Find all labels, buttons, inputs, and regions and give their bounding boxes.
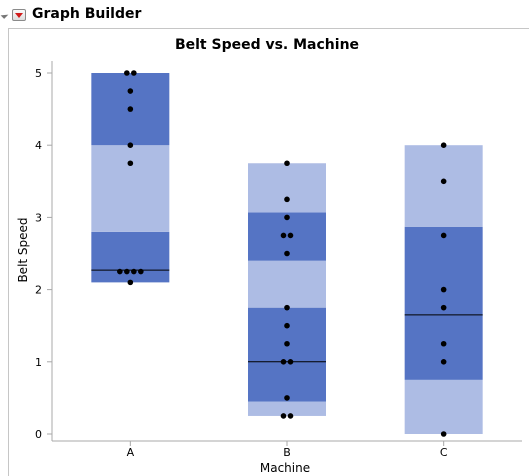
data-point (440, 359, 447, 365)
data-point (287, 232, 294, 239)
y-tick-label: 2 (35, 284, 42, 297)
data-point (284, 196, 290, 203)
red-triangle-menu-icon[interactable] (12, 9, 26, 21)
data-point (284, 395, 290, 401)
y-tick-label: 0 (35, 428, 42, 441)
data-point (287, 413, 294, 419)
box-band-dark (248, 307, 326, 402)
data-point (440, 286, 447, 293)
x-axis-label: Machine (260, 461, 310, 475)
data-point (124, 70, 130, 76)
y-axis-label: Belt Speed (16, 217, 30, 282)
graph-builder-title: Graph Builder (32, 6, 142, 22)
data-point (280, 232, 287, 239)
box-band-light (248, 260, 326, 308)
data-point (440, 178, 447, 185)
data-point (284, 250, 290, 257)
data-point (127, 279, 134, 286)
data-point (127, 160, 134, 167)
box-band-light (91, 145, 170, 232)
data-point (127, 88, 134, 94)
box-band-light (248, 163, 326, 213)
data-point (117, 268, 123, 275)
data-point (284, 304, 290, 311)
data-point (127, 106, 134, 112)
box-band-light (248, 401, 326, 416)
data-point (280, 359, 287, 365)
box-band-dark (91, 231, 170, 283)
y-tick-label: 5 (35, 67, 42, 80)
data-point (280, 413, 287, 419)
data-point (440, 142, 447, 148)
data-point (287, 359, 294, 365)
data-point (284, 160, 290, 167)
x-tick-label: C (440, 446, 448, 459)
data-point (131, 268, 137, 275)
data-point (284, 322, 290, 329)
x-tick-label: B (283, 446, 291, 459)
box-band-dark (404, 226, 483, 380)
data-point (440, 304, 447, 311)
y-tick-label: 3 (35, 211, 42, 224)
data-point (440, 340, 447, 347)
plot-area: 0 1 2 3 4 5 A B C (35, 61, 522, 459)
data-point (440, 232, 447, 239)
data-point (138, 268, 144, 275)
data-point (131, 70, 137, 76)
y-tick-label: 1 (35, 356, 42, 369)
y-tick-label: 4 (35, 139, 42, 152)
box-band-light (404, 379, 483, 434)
x-tick-label: A (127, 446, 135, 459)
graph-builder-header: Graph Builder (0, 6, 529, 28)
data-point (284, 340, 290, 347)
box-band-light (404, 145, 483, 227)
data-point (124, 268, 130, 275)
data-point (284, 214, 290, 221)
data-point (127, 142, 134, 148)
chart-title: Belt Speed vs. Machine (175, 37, 359, 53)
data-point (440, 431, 447, 437)
